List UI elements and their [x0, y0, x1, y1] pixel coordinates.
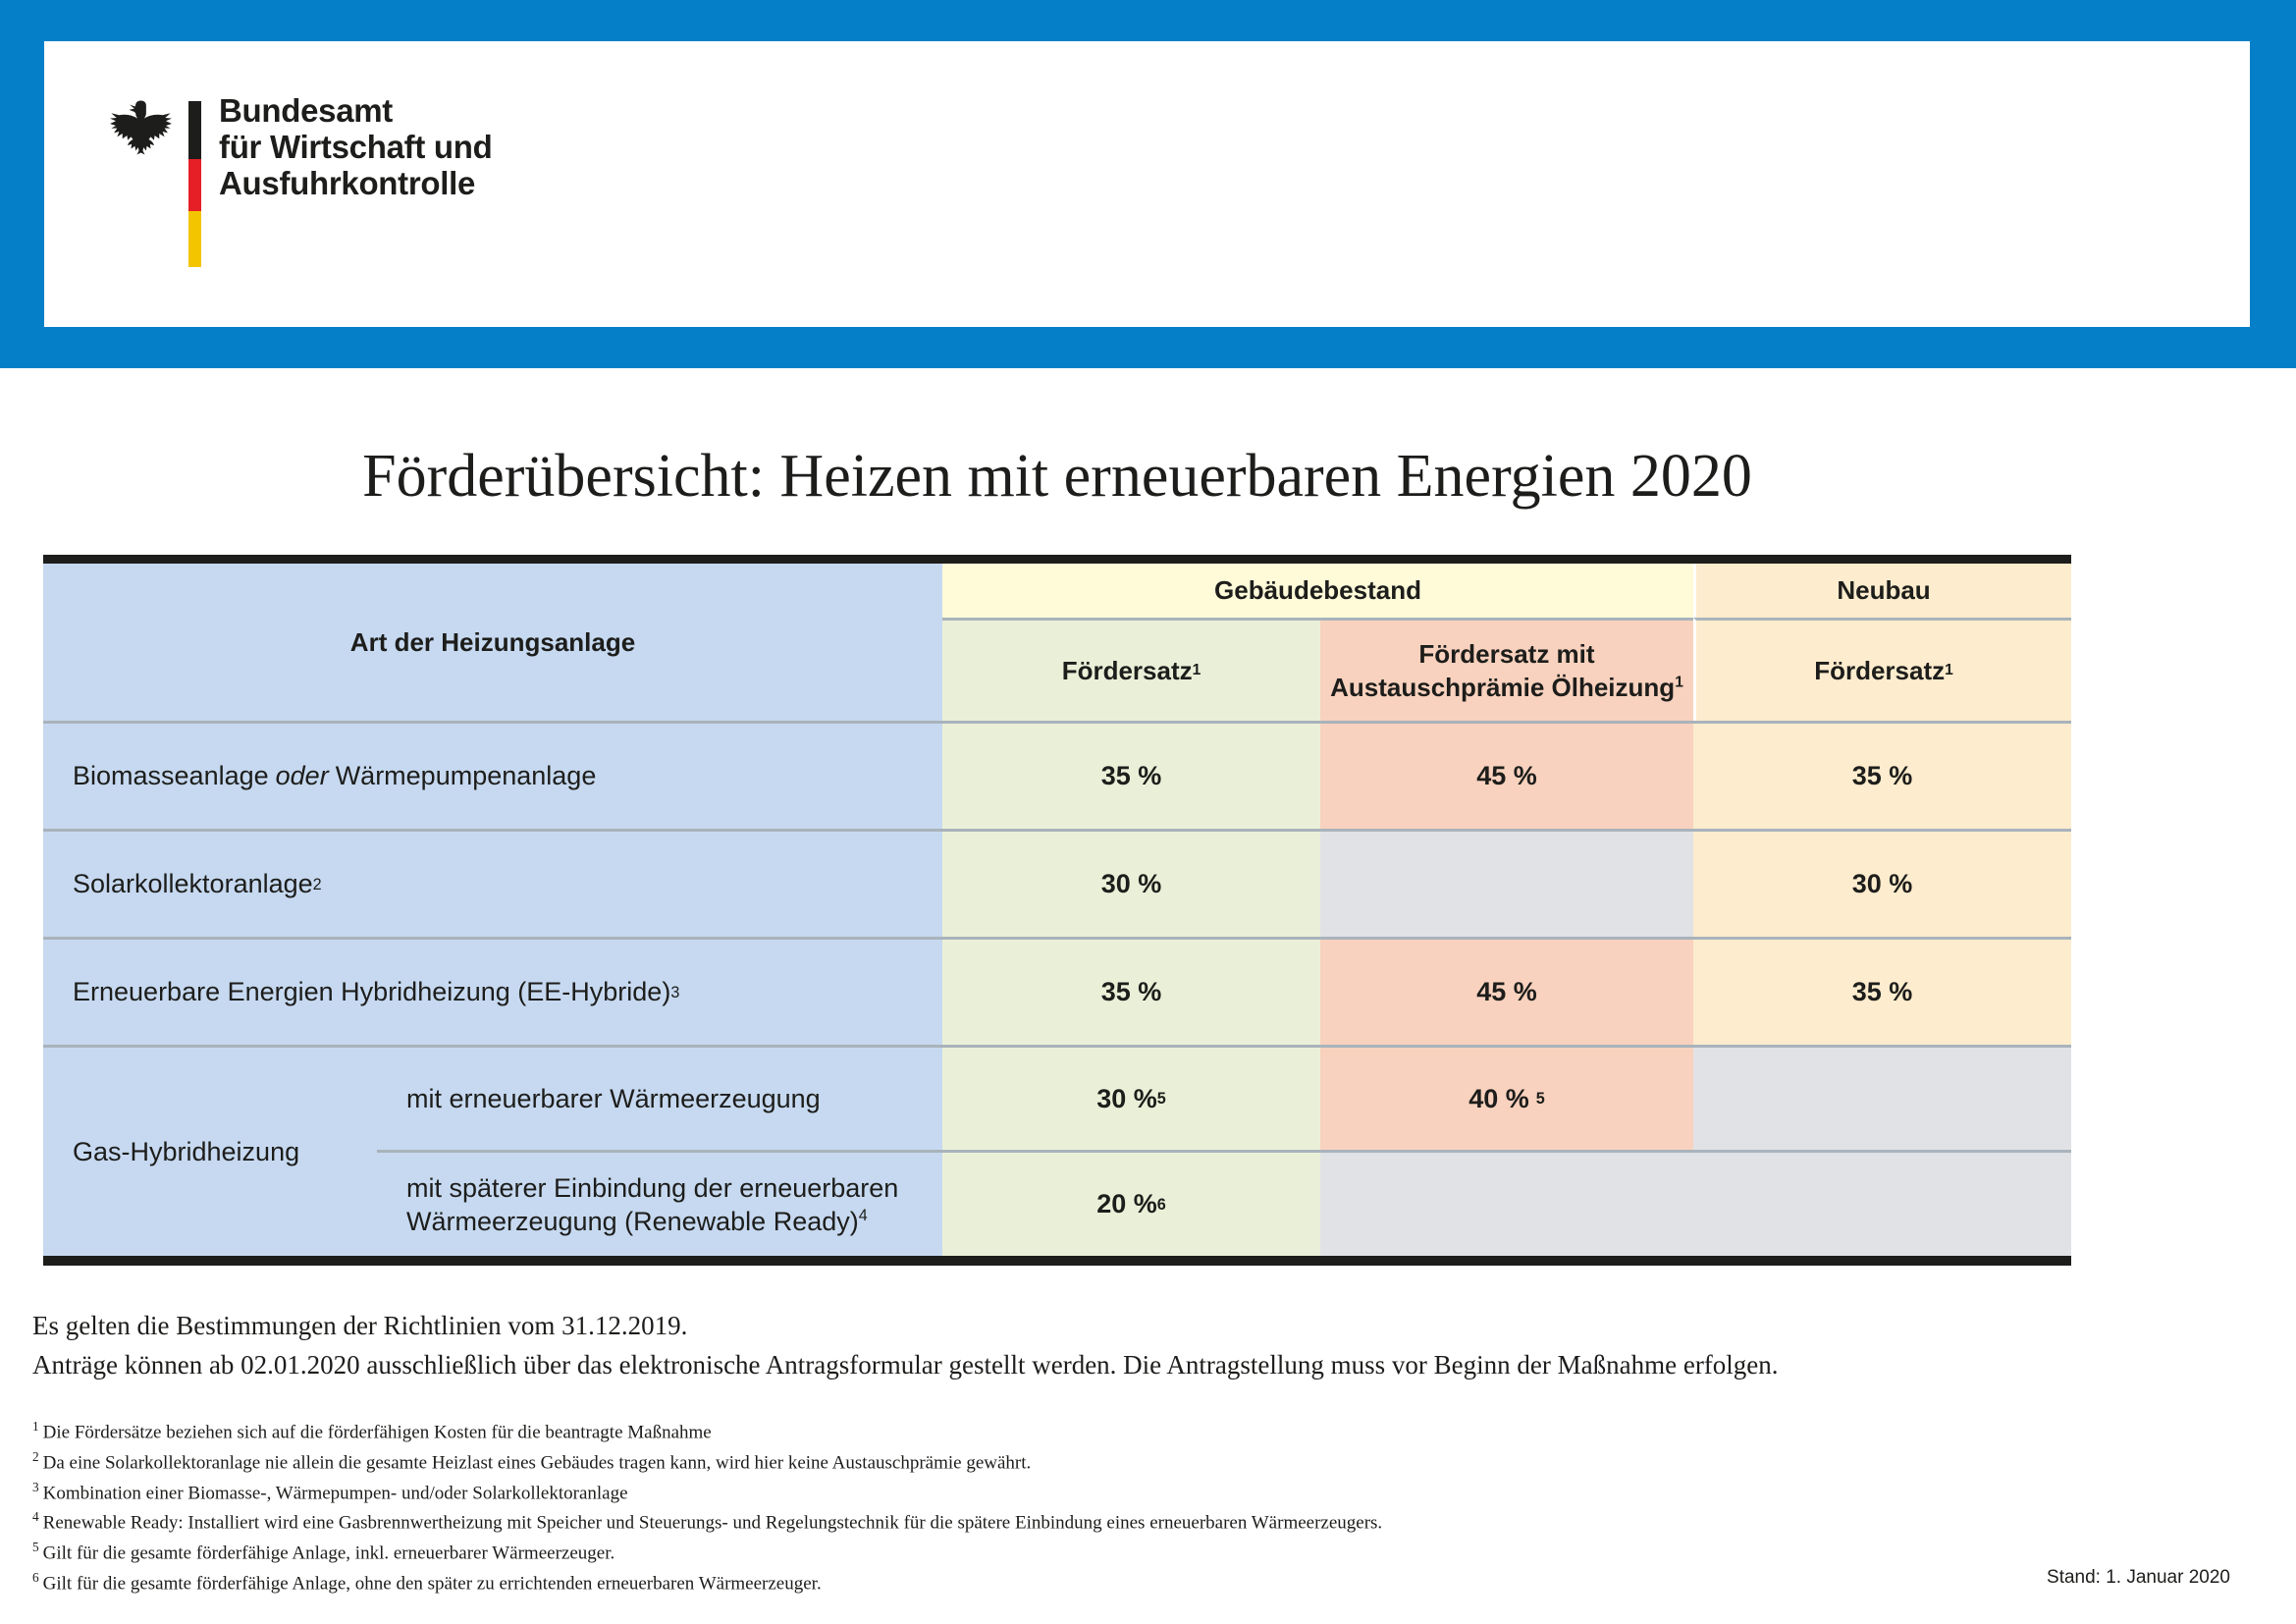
col-header-label: Fördersatz	[1061, 655, 1193, 685]
col-header-label: Fördersatz	[1814, 655, 1946, 685]
subrow-label-erneuerbare-waermeerzeugung: mit erneuerbarer Wärmeerzeugung	[377, 1045, 942, 1150]
footnote-2: 2 Da eine Solarkollektoranlage nie allein…	[32, 1448, 1032, 1474]
row-label-ee-hybride: Erneuerbare Energien Hybridheizung (EE-H…	[43, 937, 942, 1045]
footnote-4: 4 Renewable Ready: Installiert wird eine …	[32, 1509, 1383, 1534]
value-solar-neubau: 30 %	[1693, 829, 2071, 937]
value-gas2-bestand: 20 % 6	[942, 1150, 1320, 1256]
row-label-biomasse-waermepumpe: Biomasseanlage oder Wärmepumpenanlage	[43, 721, 942, 829]
agency-name-line3: Ausfuhrkontrolle	[219, 165, 476, 201]
agency-name: Bundesamt für Wirtschaft und Ausfuhrkont…	[219, 92, 493, 201]
value-biomasse-bestand: 35 %	[942, 721, 1320, 829]
footnote-6: 6 Gilt für die gesamte förderfähige Anlag…	[32, 1570, 822, 1595]
empty-cell-gas1-neubau	[1693, 1045, 2071, 1150]
agency-name-line2: für Wirtschaft und	[219, 129, 493, 165]
value-ee-neubau: 35 %	[1693, 937, 2071, 1045]
row-label-solarkollektor: Solarkollektoranlage 2	[43, 829, 942, 937]
footnote-3: 3 Kombination einer Biomasse-, Wärmepumpe…	[32, 1479, 628, 1503]
col-header-line2: Austauschprämie Ölheizung1	[1330, 673, 1683, 702]
flag-gold-segment	[188, 211, 201, 267]
value-ee-austausch: 45 %	[1320, 937, 1693, 1045]
agency-logo-box: Bundesamt für Wirtschaft und Ausfuhrkont…	[44, 41, 2250, 327]
footnote-1: 1 Die Fördersätze beziehen sich auf die f…	[32, 1419, 712, 1443]
col-header-anlagenart: Art der Heizungsanlage	[43, 564, 942, 721]
col-header-austauschpraemie: Fördersatz mit Austauschprämie Ölheizung…	[1320, 618, 1693, 721]
col-header-line1: Fördersatz mit	[1418, 639, 1595, 669]
footnotes-block: 1 Die Fördersätze beziehen sich auf die f…	[32, 1415, 1382, 1597]
col-header-foerdersatz-bestand: Fördersatz 1	[942, 618, 1320, 721]
col-header-foerdersatz-neubau: Fördersatz 1	[1693, 618, 2071, 721]
group-header-gebaeudebestand: Gebäudebestand	[942, 564, 1693, 618]
value-gas1-austausch: 40 % 5	[1320, 1045, 1693, 1150]
group-header-neubau: Neubau	[1693, 564, 2071, 618]
flag-black-segment	[188, 101, 201, 159]
value-biomasse-austausch: 45 %	[1320, 721, 1693, 829]
empty-cell-gas2	[1320, 1150, 2071, 1256]
agency-name-line1: Bundesamt	[219, 92, 393, 129]
header-band: Bundesamt für Wirtschaft und Ausfuhrkont…	[0, 0, 2296, 368]
flag-red-segment	[188, 159, 201, 211]
notes-paragraph: Es gelten die Bestimmungen der Richtlini…	[32, 1306, 1779, 1384]
note-richtlinien: Es gelten die Bestimmungen der Richtlini…	[32, 1311, 688, 1340]
funding-table: Art der Heizungsanlage Gebäudebestand Ne…	[43, 555, 2071, 1266]
footnote-ref: 4	[858, 1206, 868, 1224]
empty-cell-solar-austausch	[1320, 829, 1693, 937]
page-title: Förderübersicht: Heizen mit erneuerbaren…	[362, 443, 1752, 510]
oder-italic: oder	[275, 761, 329, 790]
value-solar-bestand: 30 %	[942, 829, 1320, 937]
footnote-5: 5 Gilt für die gesamte förderfähige Anlag…	[32, 1540, 615, 1564]
footnote-ref: 1	[1675, 674, 1683, 691]
value-biomasse-neubau: 35 %	[1693, 721, 2071, 829]
value-gas1-bestand: 30 % 5	[942, 1045, 1320, 1150]
subrow-label-renewable-ready: mit späterer Einbindung der erneuerbaren…	[377, 1150, 942, 1256]
note-antraege: Anträge können ab 02.01.2020 ausschließl…	[32, 1350, 1779, 1380]
federal-eagle-icon	[110, 100, 172, 155]
row-label-gas-hybrid: Gas-Hybridheizung	[43, 1045, 377, 1256]
stand-date: Stand: 1. Januar 2020	[2047, 1567, 2230, 1588]
flag-stripe-icon	[188, 101, 201, 267]
value-ee-bestand: 35 %	[942, 937, 1320, 1045]
